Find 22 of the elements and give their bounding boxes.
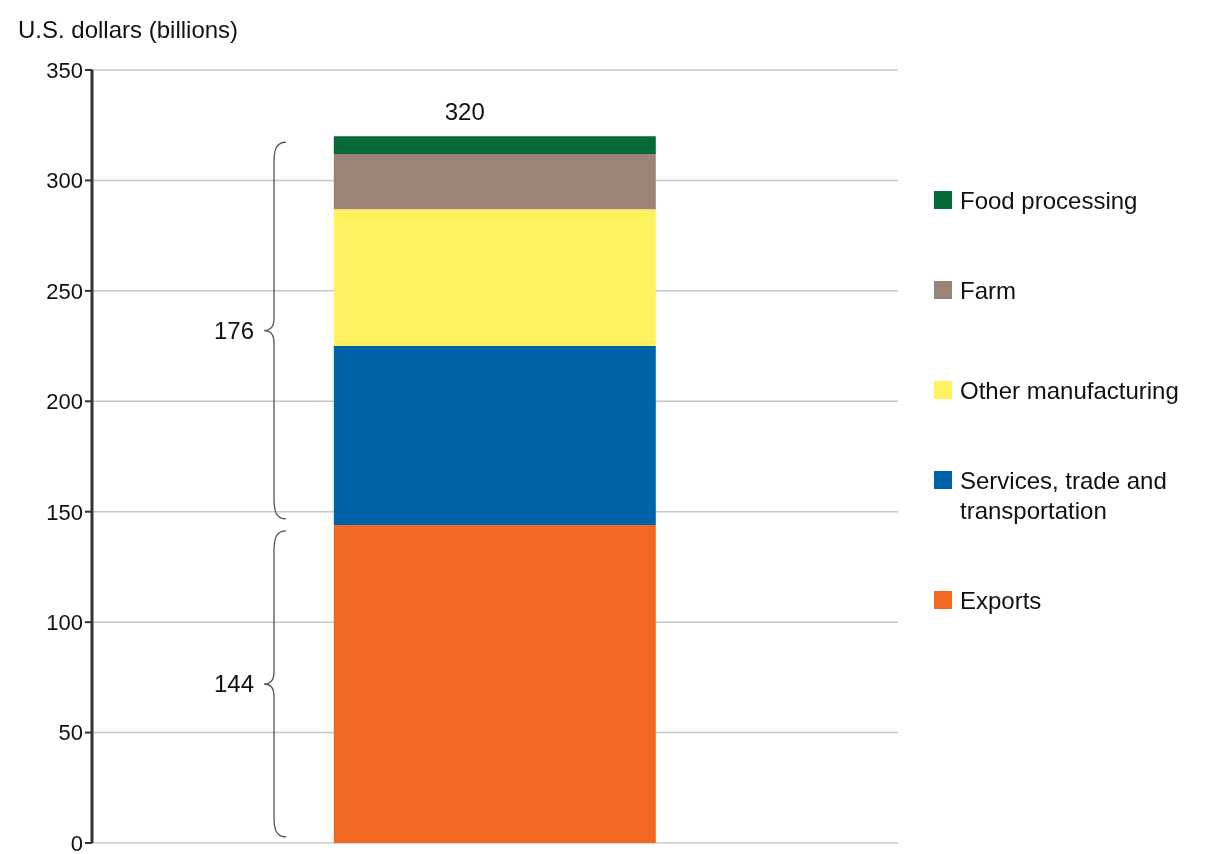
annotation: 176 — [213, 316, 254, 344]
total-label: 320 — [444, 98, 485, 126]
bar — [333, 346, 656, 525]
bar — [333, 209, 656, 347]
y-tick-label: 50 — [58, 720, 83, 746]
y-tick-label: 200 — [46, 389, 83, 415]
y-tick-label: 100 — [46, 609, 83, 635]
bar — [333, 153, 656, 210]
bar — [333, 524, 656, 843]
legend-label: Food processing — [960, 186, 1138, 216]
legend-label: Exports — [960, 586, 1042, 616]
y-tick-label: 250 — [46, 278, 83, 304]
annotation: 144 — [213, 669, 254, 697]
y-axis-title: U.S. dollars (billions) — [18, 16, 239, 44]
y-tick-label: 150 — [46, 499, 83, 525]
bar — [333, 136, 656, 154]
legend-label: Other manufacturing — [960, 376, 1179, 406]
y-tick-label: 0 — [70, 830, 83, 854]
legend-label: Farm — [960, 276, 1016, 306]
legend-label: Services, trade and transportation — [960, 466, 1168, 526]
y-tick-label: 300 — [46, 168, 83, 194]
y-tick-label: 350 — [46, 57, 83, 83]
